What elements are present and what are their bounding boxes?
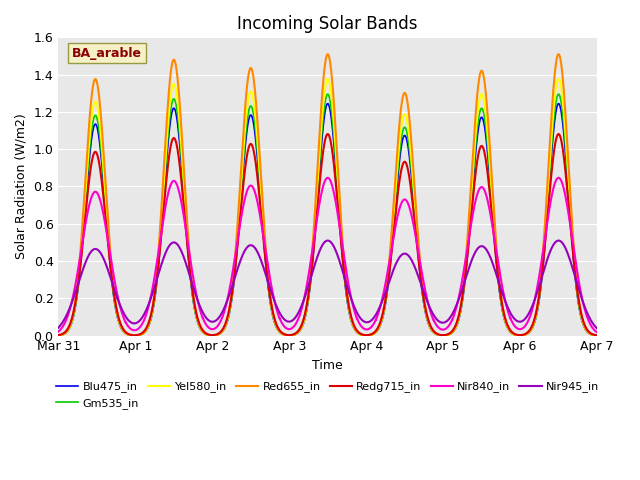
Yel580_in xyxy=(318,119,326,124)
Line: Nir945_in: Nir945_in xyxy=(58,240,597,328)
Yel580_in xyxy=(57,332,65,338)
Gm535_in xyxy=(54,333,62,338)
Red655_in xyxy=(160,163,168,168)
Yel580_in xyxy=(593,333,601,338)
Blu475_in xyxy=(555,101,563,107)
Nir945_in xyxy=(160,254,168,260)
Blu475_in xyxy=(160,192,168,198)
Line: Redg715_in: Redg715_in xyxy=(58,134,597,336)
Redg715_in xyxy=(318,160,326,166)
Redg715_in xyxy=(129,333,137,338)
Gm535_in xyxy=(555,91,563,97)
Nir840_in xyxy=(87,197,95,203)
Red655_in xyxy=(593,333,601,338)
Title: Incoming Solar Bands: Incoming Solar Bands xyxy=(237,15,418,33)
Line: Red655_in: Red655_in xyxy=(58,54,597,336)
Nir945_in xyxy=(593,325,601,331)
Red655_in xyxy=(77,245,84,251)
Yel580_in xyxy=(54,333,62,338)
Nir840_in xyxy=(57,326,65,332)
Nir945_in xyxy=(555,238,563,243)
Redg715_in xyxy=(87,166,95,171)
Nir945_in xyxy=(564,253,572,259)
Blu475_in xyxy=(318,139,326,145)
Nir840_in xyxy=(160,213,168,218)
Line: Yel580_in: Yel580_in xyxy=(58,79,597,336)
Gm535_in xyxy=(160,187,168,192)
Gm535_in xyxy=(57,332,65,338)
Nir840_in xyxy=(555,175,563,180)
Gm535_in xyxy=(318,131,326,137)
Nir945_in xyxy=(57,322,65,328)
Nir840_in xyxy=(593,329,601,335)
Blu475_in xyxy=(564,192,572,197)
Redg715_in xyxy=(57,332,65,337)
Yel580_in xyxy=(160,178,168,183)
Redg715_in xyxy=(77,260,84,265)
Red655_in xyxy=(57,332,65,338)
Gm535_in xyxy=(87,136,95,142)
X-axis label: Time: Time xyxy=(312,359,343,372)
Nir945_in xyxy=(77,273,84,279)
Red655_in xyxy=(87,103,95,109)
Yel580_in xyxy=(77,252,84,258)
Redg715_in xyxy=(555,131,563,137)
Nir945_in xyxy=(318,243,326,249)
Redg715_in xyxy=(593,333,601,338)
Redg715_in xyxy=(54,332,62,338)
Nir945_in xyxy=(87,250,95,255)
Nir840_in xyxy=(564,211,572,217)
Yel580_in xyxy=(564,177,572,182)
Blu475_in xyxy=(57,332,65,338)
Nir840_in xyxy=(54,329,62,335)
Blu475_in xyxy=(87,144,95,149)
Nir945_in xyxy=(54,325,62,331)
Legend: Blu475_in, Gm535_in, Yel580_in, Red655_in, Redg715_in, Nir840_in, Nir945_in: Blu475_in, Gm535_in, Yel580_in, Red655_i… xyxy=(52,377,604,413)
Nir840_in xyxy=(318,189,326,195)
Gm535_in xyxy=(593,333,601,338)
Red655_in xyxy=(564,162,572,168)
Blu475_in xyxy=(54,333,62,338)
Redg715_in xyxy=(564,202,572,208)
Line: Gm535_in: Gm535_in xyxy=(58,94,597,336)
Blu475_in xyxy=(593,333,601,338)
Redg715_in xyxy=(160,202,168,208)
Red655_in xyxy=(318,98,326,104)
Yel580_in xyxy=(555,76,563,82)
Red655_in xyxy=(54,333,62,338)
Nir840_in xyxy=(77,251,84,256)
Gm535_in xyxy=(77,257,84,263)
Line: Blu475_in: Blu475_in xyxy=(58,104,597,336)
Gm535_in xyxy=(564,186,572,192)
Blu475_in xyxy=(77,260,84,266)
Line: Nir840_in: Nir840_in xyxy=(58,178,597,332)
Red655_in xyxy=(555,51,563,57)
Y-axis label: Solar Radiation (W/m2): Solar Radiation (W/m2) xyxy=(15,114,28,259)
Text: BA_arable: BA_arable xyxy=(72,47,142,60)
Yel580_in xyxy=(87,123,95,129)
